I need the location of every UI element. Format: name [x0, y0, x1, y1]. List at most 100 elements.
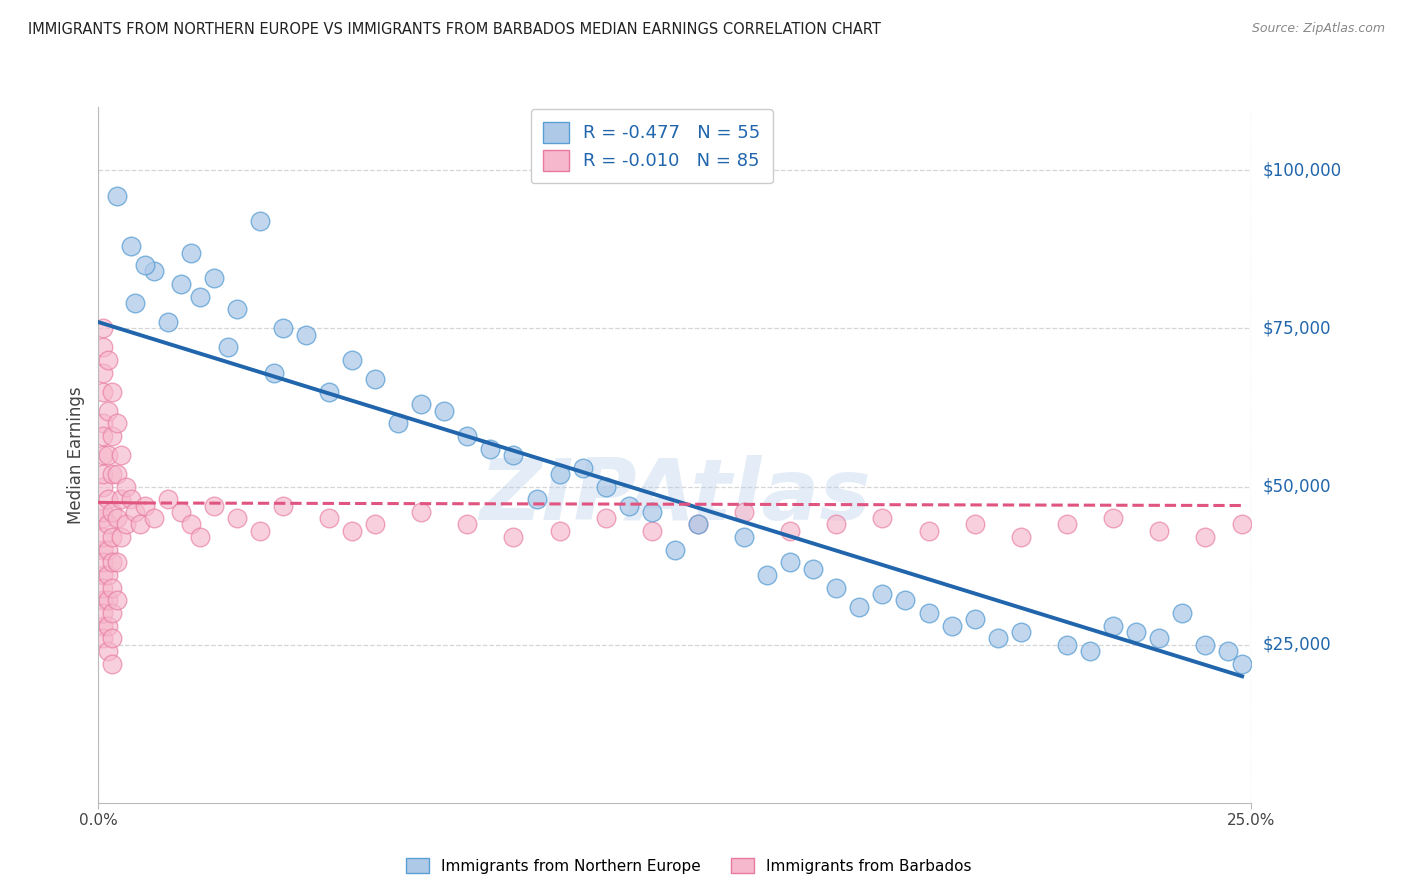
Point — [188, 530, 211, 544]
Point — [617, 499, 640, 513]
Point — [249, 214, 271, 228]
Point — [1125, 625, 1147, 640]
Point — [115, 517, 138, 532]
Point — [97, 618, 120, 632]
Point — [1102, 618, 1125, 632]
Point — [225, 302, 247, 317]
Point — [456, 429, 478, 443]
Point — [120, 239, 142, 253]
Point — [156, 492, 179, 507]
Point — [411, 397, 433, 411]
Point — [271, 321, 294, 335]
Text: $50,000: $50,000 — [1263, 477, 1331, 496]
Point — [1230, 657, 1253, 671]
Point — [91, 340, 114, 354]
Point — [433, 403, 456, 417]
Point — [91, 479, 114, 493]
Point — [124, 296, 146, 310]
Point — [202, 270, 225, 285]
Point — [91, 366, 114, 380]
Point — [1078, 644, 1101, 658]
Point — [825, 581, 848, 595]
Point — [411, 505, 433, 519]
Point — [686, 517, 709, 532]
Point — [217, 340, 239, 354]
Point — [364, 517, 387, 532]
Point — [91, 542, 114, 557]
Point — [1056, 638, 1078, 652]
Point — [917, 524, 939, 538]
Point — [202, 499, 225, 513]
Point — [987, 632, 1010, 646]
Point — [101, 632, 124, 646]
Point — [872, 511, 894, 525]
Point — [894, 593, 917, 607]
Point — [1194, 530, 1216, 544]
Point — [364, 372, 387, 386]
Point — [91, 581, 114, 595]
Point — [134, 499, 156, 513]
Point — [641, 524, 664, 538]
Point — [97, 448, 120, 462]
Point — [91, 467, 114, 481]
Point — [963, 517, 986, 532]
Point — [263, 366, 285, 380]
Text: IMMIGRANTS FROM NORTHERN EUROPE VS IMMIGRANTS FROM BARBADOS MEDIAN EARNINGS CORR: IMMIGRANTS FROM NORTHERN EUROPE VS IMMIG… — [28, 22, 882, 37]
Point — [225, 511, 247, 525]
Point — [733, 505, 755, 519]
Text: $100,000: $100,000 — [1263, 161, 1341, 179]
Point — [105, 417, 128, 431]
Point — [134, 258, 156, 272]
Point — [1010, 530, 1032, 544]
Point — [340, 524, 363, 538]
Point — [733, 530, 755, 544]
Point — [101, 581, 124, 595]
Point — [91, 321, 114, 335]
Point — [571, 460, 593, 475]
Point — [101, 657, 124, 671]
Point — [124, 505, 146, 519]
Point — [156, 315, 179, 329]
Point — [91, 448, 114, 462]
Point — [1147, 524, 1170, 538]
Point — [641, 505, 664, 519]
Point — [129, 517, 152, 532]
Point — [97, 492, 120, 507]
Point — [97, 593, 120, 607]
Point — [595, 479, 617, 493]
Point — [91, 417, 114, 431]
Point — [664, 542, 686, 557]
Point — [502, 530, 524, 544]
Point — [97, 568, 120, 582]
Point — [110, 492, 132, 507]
Point — [917, 606, 939, 620]
Point — [91, 632, 114, 646]
Point — [479, 442, 502, 456]
Legend: R = -0.477   N = 55, R = -0.010   N = 85: R = -0.477 N = 55, R = -0.010 N = 85 — [530, 109, 773, 184]
Point — [101, 429, 124, 443]
Point — [188, 290, 211, 304]
Point — [941, 618, 963, 632]
Y-axis label: Median Earnings: Median Earnings — [67, 386, 86, 524]
Point — [1171, 606, 1194, 620]
Point — [97, 542, 120, 557]
Point — [548, 524, 571, 538]
Point — [1194, 638, 1216, 652]
Point — [180, 517, 202, 532]
Point — [91, 568, 114, 582]
Point — [91, 556, 114, 570]
Point — [120, 492, 142, 507]
Point — [91, 618, 114, 632]
Point — [779, 524, 801, 538]
Point — [91, 384, 114, 399]
Point — [105, 188, 128, 202]
Point — [1102, 511, 1125, 525]
Point — [686, 517, 709, 532]
Text: $25,000: $25,000 — [1263, 636, 1331, 654]
Point — [1147, 632, 1170, 646]
Point — [91, 593, 114, 607]
Point — [110, 530, 132, 544]
Point — [110, 448, 132, 462]
Point — [872, 587, 894, 601]
Point — [295, 327, 318, 342]
